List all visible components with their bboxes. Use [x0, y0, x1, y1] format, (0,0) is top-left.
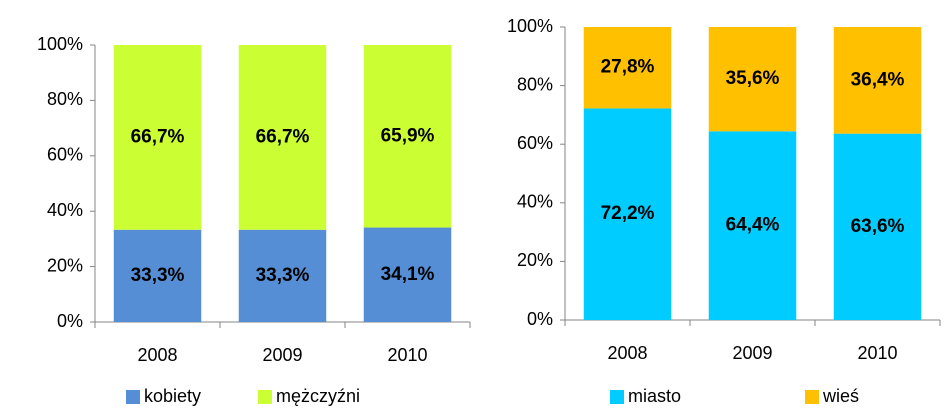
legend-swatch [126, 390, 140, 404]
bar-segment [238, 45, 327, 230]
data-label: 65,9% [381, 125, 435, 146]
bar-segment [238, 229, 327, 322]
data-label: 33,3% [256, 265, 310, 286]
data-label: 34,1% [381, 264, 435, 285]
y-tick-label: 100% [507, 16, 553, 36]
legend-swatch [610, 390, 624, 404]
y-tick-label: 60% [47, 145, 83, 165]
legend-label: mężczyźni [276, 386, 360, 406]
legend-swatch [805, 390, 819, 404]
y-tick-label: 40% [517, 192, 553, 212]
data-label: 27,8% [601, 57, 655, 78]
y-tick-label: 40% [47, 200, 83, 220]
y-tick-label: 20% [517, 250, 553, 270]
bar-segment [708, 27, 797, 132]
x-tick-label: 2010 [387, 345, 427, 365]
data-label: 35,6% [726, 68, 780, 89]
data-label: 33,3% [131, 265, 185, 286]
y-tick-label: 60% [517, 133, 553, 153]
bar-segment [583, 27, 672, 109]
bar-segment [583, 108, 672, 320]
data-label: 36,4% [851, 69, 905, 90]
legend-label: miasto [628, 386, 681, 406]
x-tick-label: 2009 [732, 343, 772, 363]
y-tick-label: 80% [517, 74, 553, 94]
x-tick-label: 2010 [857, 343, 897, 363]
bar-segment [113, 45, 202, 230]
y-tick-label: 100% [37, 34, 83, 54]
legend-swatch [258, 390, 272, 404]
bar-segment [833, 27, 922, 134]
data-label: 72,2% [601, 203, 655, 224]
bar-segment [833, 133, 922, 320]
x-tick-label: 2008 [137, 345, 177, 365]
x-tick-label: 2008 [607, 343, 647, 363]
bar-segment [708, 131, 797, 320]
bar-segment [363, 227, 452, 322]
y-tick-label: 0% [527, 309, 553, 329]
data-label: 66,7% [256, 126, 310, 147]
bar-segment [363, 45, 452, 228]
x-tick-label: 2009 [262, 345, 302, 365]
legend-label: kobiety [144, 386, 201, 406]
legend-label: wieś [822, 386, 859, 406]
y-tick-label: 80% [47, 89, 83, 109]
y-tick-label: 0% [57, 311, 83, 331]
y-tick-label: 20% [47, 255, 83, 275]
data-label: 63,6% [851, 216, 905, 237]
bar-segment [113, 229, 202, 322]
data-label: 64,4% [726, 215, 780, 236]
data-label: 66,7% [131, 126, 185, 147]
